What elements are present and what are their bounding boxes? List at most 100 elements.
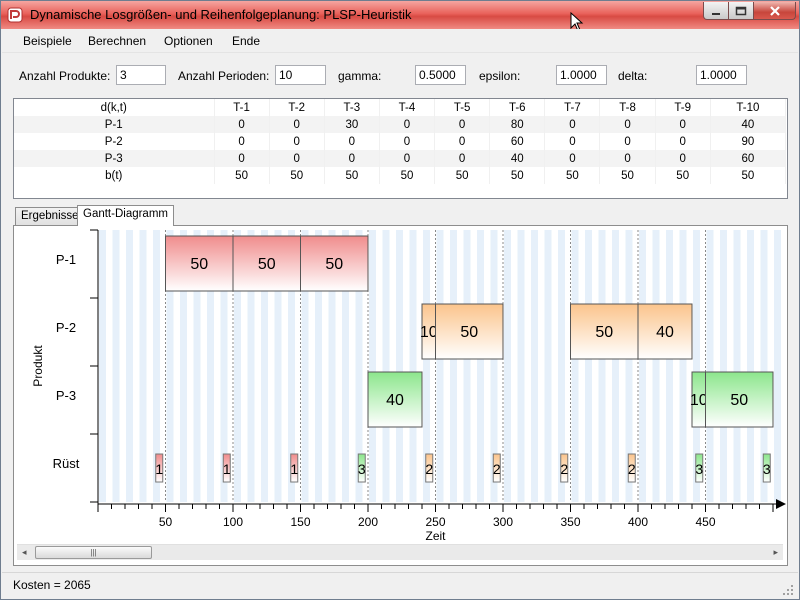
table-header-row: d(k,t) T-1 T-2 T-3 T-4 T-5 T-6 T-7 T-8 T-9 T-10 (14, 99, 787, 116)
scroll-right-icon[interactable]: ▸ (773, 547, 778, 557)
table-cell: 0 (544, 116, 601, 133)
grid-stripe (328, 230, 336, 502)
periods-input[interactable] (275, 65, 326, 85)
table-cell: 50 (544, 167, 601, 184)
gantt-chart: 50 100 150 200 250 300 350 400 450ZeitProduktP-1… (31, 229, 786, 543)
demand-table[interactable]: d(k,t) T-1 T-2 T-3 T-4 T-5 T-6 T-7 T-8 T-9 T-10 P-1… (13, 98, 788, 199)
grid-stripe (598, 230, 606, 502)
x-tick-label: 100 (223, 515, 243, 529)
setup-label: 2 (560, 461, 568, 477)
table-cell: 40 (489, 150, 546, 167)
setup-label: 2 (628, 461, 636, 477)
grid-stripe (639, 230, 646, 502)
grid-stripe (355, 230, 363, 502)
header-cell: T-6 (489, 99, 546, 116)
x-axis-arrow-icon (776, 499, 786, 509)
header-cell: T-10 (710, 99, 787, 116)
table-row: b(t) 50 50 50 50 50 50 50 50 50 50 (14, 167, 787, 184)
table-cell: 0 (599, 133, 656, 150)
table-cell: 30 (324, 116, 380, 133)
grid-stripe (693, 230, 700, 502)
setup-marker (492, 453, 501, 483)
gantt-bar (165, 235, 234, 292)
table-cell: 0 (269, 133, 325, 150)
x-tick-label: 150 (290, 515, 310, 529)
products-input[interactable] (116, 65, 166, 85)
grid-stripe (234, 230, 241, 502)
delta-input[interactable] (696, 65, 747, 85)
table-cell: 0 (655, 150, 711, 167)
table-cell: 0 (599, 116, 656, 133)
title-bar[interactable]: Dynamische Losgrößen- und Reihenfolgepla… (1, 1, 799, 29)
gantt-bar (705, 371, 774, 428)
table-cell: 0 (214, 133, 270, 150)
table-row: P-3 0 0 0 0 0 40 0 0 0 60 (14, 150, 787, 167)
table-cell: 90 (710, 133, 787, 150)
header-cell: T-3 (324, 99, 380, 116)
table-cell: 0 (269, 150, 325, 167)
tab-gantt-diagramm[interactable]: Gantt-Diagramm (77, 205, 174, 226)
menu-optionen[interactable]: Optionen (164, 34, 213, 48)
x-tick-label: 250 (425, 515, 445, 529)
setup-marker (290, 453, 299, 483)
scroll-left-icon[interactable]: ◂ (22, 547, 27, 557)
grid-stripe (315, 230, 322, 502)
close-button[interactable] (753, 2, 796, 20)
app-icon (7, 7, 23, 23)
setup-label: 1 (290, 461, 298, 477)
grid-stripe (733, 230, 741, 502)
epsilon-input[interactable] (556, 65, 607, 85)
setup-label: 2 (493, 461, 501, 477)
gantt-bar (367, 371, 423, 428)
table-row: P-1 0 0 30 0 0 80 0 0 0 40 (14, 116, 787, 133)
gantt-bar-label: 50 (325, 256, 343, 273)
menu-berechnen[interactable]: Berechnen (88, 34, 147, 48)
grid-stripe (571, 230, 579, 502)
delta-label: delta: (618, 69, 648, 83)
minimize-button[interactable] (703, 2, 729, 20)
table-cell: 0 (324, 133, 380, 150)
setup-label: 3 (695, 461, 703, 477)
tab-ergebnisse[interactable]: Ergebnisse (15, 207, 85, 226)
grid-stripe (666, 230, 673, 502)
gantt-bar-label: 50 (258, 256, 276, 273)
grid-stripe (153, 230, 160, 502)
table-cell: 0 (599, 150, 656, 167)
scroll-thumb[interactable]: ||| (35, 546, 152, 559)
gantt-bar-label: 40 (386, 392, 404, 409)
gamma-label: gamma: (338, 69, 382, 83)
epsilon-label: epsilon: (479, 69, 521, 83)
table-cell: 40 (710, 116, 787, 133)
table-cell: 0 (544, 150, 601, 167)
grid-stripe (99, 230, 106, 502)
gantt-bar-label: 50 (595, 324, 613, 341)
grid-stripe (166, 230, 174, 502)
grid-stripe (625, 230, 633, 502)
demand-grid: d(k,t) T-1 T-2 T-3 T-4 T-5 T-6 T-7 T-8 T-9 T-10 P-1… (14, 99, 787, 184)
grid-stripe (531, 230, 538, 502)
resize-grip-icon[interactable] (782, 584, 794, 596)
header-cell: T-4 (379, 99, 436, 116)
row-label: P-2 (56, 320, 76, 335)
gantt-bar-label: 40 (656, 324, 674, 341)
grid-stripe (220, 230, 228, 502)
grid-stripe (288, 230, 295, 502)
horizontal-scrollbar[interactable]: ◂ ||| ▸ (17, 544, 783, 560)
menu-beispiele[interactable]: Beispiele (23, 34, 72, 48)
row-label: P-1 (56, 252, 76, 267)
gantt-bar (300, 235, 369, 292)
table-cell: 0 (434, 133, 491, 150)
gamma-input[interactable] (415, 65, 466, 85)
table-cell: 50 (655, 167, 711, 184)
x-tick-label: 200 (358, 515, 378, 529)
setup-marker (560, 453, 569, 483)
menu-ende[interactable]: Ende (232, 34, 261, 48)
window-title: Dynamische Losgrößen- und Reihenfolgepla… (30, 7, 412, 22)
setup-label: 1 (223, 461, 231, 477)
table-cell: 0 (324, 150, 380, 167)
maximize-icon (735, 6, 747, 15)
grid-stripe (706, 230, 714, 502)
row-label: Rüst (53, 456, 80, 471)
maximize-button[interactable] (728, 2, 754, 20)
grid-stripe (720, 230, 727, 502)
